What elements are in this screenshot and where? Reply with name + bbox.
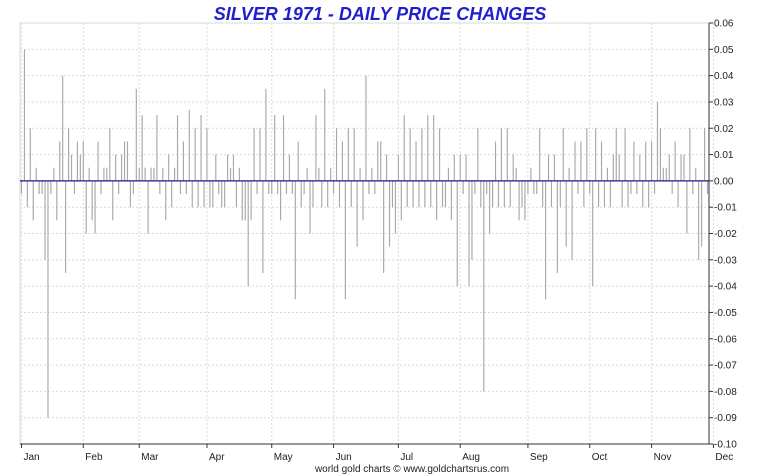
x-tick-label: Feb <box>85 452 103 463</box>
y-tick-label: -0.09 <box>714 413 737 424</box>
x-axis-ticks: Jan Feb Mar Apr May Jun Jul Aug Sep Oct Nov Dec <box>20 444 733 463</box>
y-tick-label: -0.06 <box>714 334 737 345</box>
y-tick-label: -0.05 <box>714 308 737 319</box>
y-tick-label: -0.08 <box>714 387 737 398</box>
y-tick-label: -0.03 <box>714 255 737 266</box>
grid-layer <box>19 22 714 445</box>
x-tick-label: Nov <box>654 452 672 463</box>
y-tick-label: 0.03 <box>714 97 734 108</box>
y-tick-label: 0.01 <box>714 150 734 161</box>
x-tick-label: May <box>274 452 293 463</box>
y-tick-label: -0.02 <box>714 229 737 240</box>
x-tick-label: Mar <box>141 452 159 463</box>
y-tick-label: 0.06 <box>714 19 734 30</box>
x-tick-label: Aug <box>462 452 480 463</box>
x-tick-label: Sep <box>530 452 548 463</box>
y-tick-label: -0.10 <box>714 440 737 451</box>
y-tick-label: 0.04 <box>714 71 734 82</box>
x-tick-label: Apr <box>209 452 225 463</box>
x-tick-label: Jun <box>336 452 352 463</box>
chart-title: SILVER 1971 - DAILY PRICE CHANGES <box>214 4 546 24</box>
x-tick-label: Oct <box>592 452 608 463</box>
y-axis-ticks: 0.06 0.05 0.04 0.03 0.02 0.01 0.00 -0.01 -0.02 -0… <box>709 19 737 451</box>
chart-credit: world gold charts © www.goldchartsrus.co… <box>314 464 509 475</box>
y-tick-label: 0.05 <box>714 45 734 56</box>
x-tick-label: Dec <box>715 452 733 463</box>
y-tick-label: 0.00 <box>714 176 734 187</box>
bars-layer <box>20 49 709 418</box>
y-tick-label: -0.01 <box>714 203 737 214</box>
y-tick-label: -0.07 <box>714 361 737 372</box>
y-tick-label: -0.04 <box>714 282 737 293</box>
x-tick-label: Jan <box>23 452 39 463</box>
x-tick-label: Jul <box>400 452 413 463</box>
y-tick-label: 0.02 <box>714 124 734 135</box>
